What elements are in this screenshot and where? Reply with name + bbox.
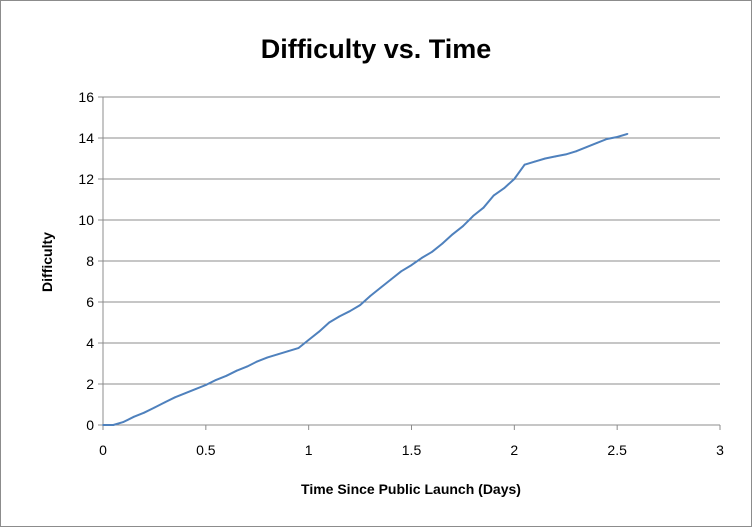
data-point: [482, 206, 485, 209]
y-tick-label: 4: [86, 335, 94, 351]
y-tick-label: 14: [78, 130, 94, 146]
data-point: [513, 178, 516, 180]
y-tick-labels: 0 2 4 6 8 10 12 14 16: [78, 89, 94, 433]
data-point: [554, 155, 557, 158]
data-point: [626, 133, 629, 135]
data-point: [235, 369, 238, 372]
data-point: [287, 350, 289, 353]
data-point: [143, 411, 146, 414]
data-point: [132, 415, 135, 418]
x-tick-label: 0: [99, 442, 107, 458]
data-point: [564, 153, 567, 156]
data-point: [174, 396, 176, 399]
data-point: [605, 138, 608, 140]
data-point: [122, 421, 125, 423]
data-point: [307, 339, 310, 341]
data-point: [390, 278, 392, 281]
x-tick-labels: 0 0.5 1 1.5 2 2.5 3: [99, 442, 724, 458]
data-point: [379, 286, 382, 289]
x-tick-label: 2.5: [607, 442, 627, 458]
data-point: [102, 424, 104, 426]
data-point: [400, 270, 403, 273]
grid-lines: [103, 96, 720, 385]
y-tick-label: 0: [86, 417, 94, 433]
data-point: [256, 360, 259, 363]
data-point: [348, 310, 351, 313]
x-tick-label: 1.5: [402, 442, 422, 458]
data-point: [534, 160, 536, 163]
x-tick-label: 3: [716, 442, 724, 458]
data-point: [153, 406, 156, 409]
data-point: [462, 225, 464, 228]
data-point: [215, 379, 218, 381]
chart-title: Difficulty vs. Time: [261, 34, 492, 64]
x-tick-label: 2: [510, 442, 518, 458]
data-point: [544, 157, 547, 160]
data-point: [246, 365, 248, 368]
data-point: [420, 257, 423, 259]
data-point: [369, 294, 372, 297]
data-point: [595, 142, 598, 145]
series-line: [103, 132, 628, 426]
data-point: [523, 163, 526, 166]
series-layer: [102, 132, 629, 426]
y-tick-label: 8: [86, 253, 94, 269]
data-point: [204, 384, 207, 386]
data-point: [575, 150, 577, 153]
y-axis-title: Difficulty: [39, 232, 55, 292]
data-point: [451, 233, 454, 236]
data-point: [225, 374, 228, 377]
y-tick-label: 6: [86, 294, 94, 310]
data-point: [585, 146, 588, 149]
data-point: [410, 264, 413, 266]
data-point: [492, 194, 495, 197]
data-point: [503, 187, 505, 190]
data-point: [163, 401, 166, 404]
y-tick-label: 16: [78, 89, 94, 105]
data-point: [318, 330, 320, 333]
y-tick-label: 10: [78, 212, 94, 228]
x-axis-title: Time Since Public Launch (Days): [301, 481, 521, 497]
y-tick-label: 2: [86, 376, 94, 392]
y-tick-label: 12: [78, 171, 94, 187]
data-point: [472, 215, 475, 217]
data-point: [266, 356, 269, 359]
data-point: [431, 250, 433, 253]
data-point: [297, 347, 300, 350]
data-point: [359, 304, 361, 306]
data-point: [616, 136, 619, 138]
x-tick-label: 0.5: [196, 442, 216, 458]
axes: [98, 96, 721, 430]
data-point: [184, 392, 187, 395]
data-point: [328, 321, 331, 324]
data-point: [338, 315, 341, 318]
data-point: [194, 388, 197, 391]
data-point: [276, 353, 279, 356]
x-tick-label: 1: [305, 442, 313, 458]
data-point: [112, 424, 115, 426]
data-point: [441, 242, 444, 245]
